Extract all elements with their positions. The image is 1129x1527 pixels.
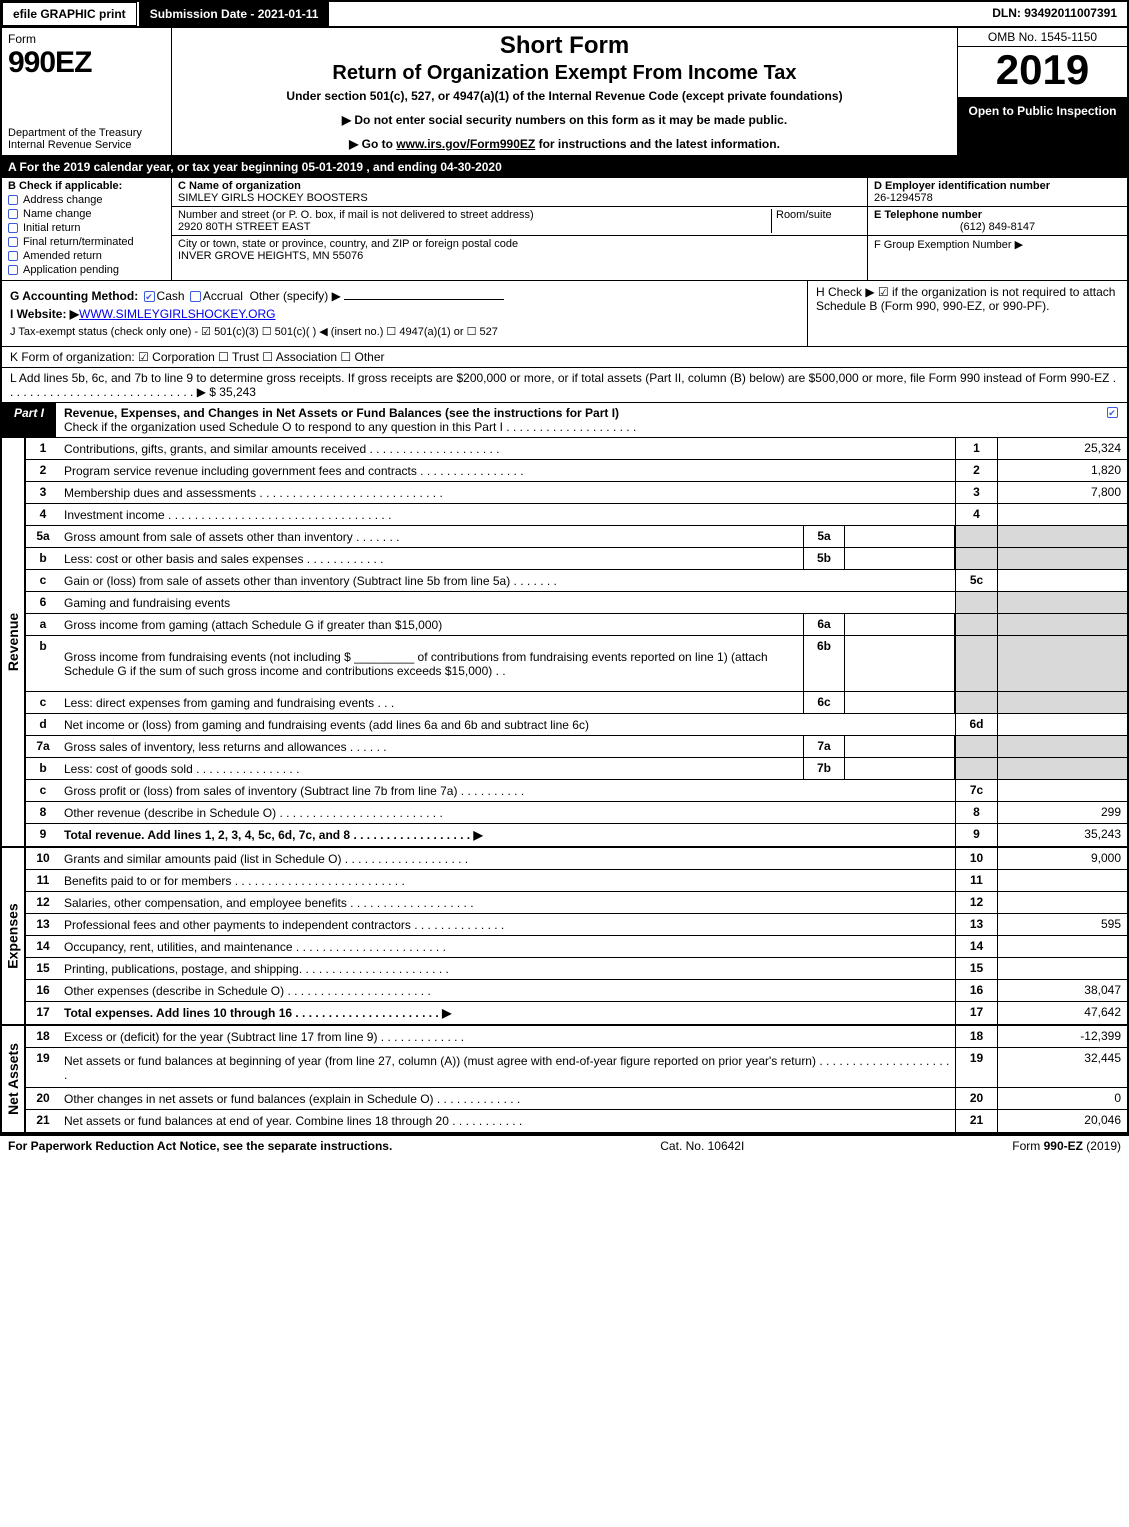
value-line-20: 0	[997, 1088, 1127, 1109]
checkbox-cash[interactable]	[144, 291, 155, 302]
value-line-1: 25,324	[997, 438, 1127, 459]
tax-year-line: A For the 2019 calendar year, or tax yea…	[2, 157, 1127, 178]
revenue-label: Revenue	[5, 613, 21, 671]
value-line-8: 299	[997, 802, 1127, 823]
ein-label: D Employer identification number	[874, 180, 1121, 192]
block-g-to-j: G Accounting Method: Cash Accrual Other …	[2, 281, 1127, 347]
dept-irs: Internal Revenue Service	[8, 139, 165, 151]
checkbox-schedule-o[interactable]	[1107, 407, 1118, 418]
phone-value: (612) 849-8147	[874, 221, 1121, 233]
checkbox-application-pending[interactable]: Application pending	[8, 264, 165, 276]
part-1-title: Revenue, Expenses, and Changes in Net As…	[64, 406, 619, 420]
tax-year: 2019	[958, 47, 1127, 98]
topbar: efile GRAPHIC print Submission Date - 20…	[2, 2, 1127, 28]
city-label: City or town, state or province, country…	[178, 238, 861, 250]
footer-left: For Paperwork Reduction Act Notice, see …	[8, 1139, 392, 1153]
org-name-value: SIMLEY GIRLS HOCKEY BOOSTERS	[178, 192, 861, 204]
value-line-11	[997, 870, 1127, 891]
checkbox-initial-return[interactable]: Initial return	[8, 222, 165, 234]
addr-value: 2920 80TH STREET EAST	[178, 221, 771, 233]
omb-number: OMB No. 1545-1150	[958, 28, 1127, 47]
col-def: D Employer identification number 26-1294…	[867, 178, 1127, 280]
org-name-label: C Name of organization	[178, 180, 861, 192]
footer-form-ref: Form 990-EZ (2019)	[1012, 1139, 1121, 1153]
group-exemption: F Group Exemption Number ▶	[874, 238, 1121, 251]
line-j: J Tax-exempt status (check only one) - ☑…	[10, 325, 799, 338]
value-line-18: -12,399	[997, 1026, 1127, 1047]
value-line-6d	[997, 714, 1127, 735]
col-b-title: B Check if applicable:	[8, 180, 165, 192]
open-inspection: Open to Public Inspection	[958, 98, 1127, 155]
value-line-4	[997, 504, 1127, 525]
line-g: G Accounting Method: Cash Accrual Other …	[10, 289, 799, 303]
room-suite-label: Room/suite	[771, 209, 861, 233]
dept-treasury: Department of the Treasury	[8, 127, 165, 139]
city-value: INVER GROVE HEIGHTS, MN 55076	[178, 250, 861, 262]
value-line-21: 20,046	[997, 1110, 1127, 1132]
form-title-short: Short Form	[180, 32, 949, 60]
value-line-10: 9,000	[997, 848, 1127, 869]
phone-label: E Telephone number	[874, 209, 1121, 221]
line-k: K Form of organization: ☑ Corporation ☐ …	[2, 347, 1127, 368]
value-line-17: 47,642	[997, 1002, 1127, 1024]
col-c: C Name of organization SIMLEY GIRLS HOCK…	[172, 178, 867, 280]
irs-link[interactable]: www.irs.gov/Form990EZ	[396, 137, 535, 151]
instructions-link-line: ▶ Go to www.irs.gov/Form990EZ for instru…	[180, 137, 949, 151]
checkbox-amended-return[interactable]: Amended return	[8, 250, 165, 262]
part-1-header: Part I Revenue, Expenses, and Changes in…	[2, 403, 1127, 438]
form-title-long: Return of Organization Exempt From Incom…	[180, 62, 949, 85]
value-line-12	[997, 892, 1127, 913]
value-line-3: 7,800	[997, 482, 1127, 503]
net-assets-label: Net Assets	[5, 1043, 21, 1115]
page-footer: For Paperwork Reduction Act Notice, see …	[0, 1136, 1129, 1156]
form-990ez: efile GRAPHIC print Submission Date - 20…	[0, 0, 1129, 1136]
col-b: B Check if applicable: Address change Na…	[2, 178, 172, 280]
form-header: Form 990EZ Department of the Treasury In…	[2, 28, 1127, 157]
form-word: Form	[8, 32, 165, 46]
part-1-sub: Check if the organization used Schedule …	[64, 420, 636, 434]
expenses-section: Expenses 10Grants and similar amounts pa…	[2, 848, 1127, 1026]
revenue-section: Revenue 1Contributions, gifts, grants, a…	[2, 438, 1127, 848]
block-a-to-f: B Check if applicable: Address change Na…	[2, 178, 1127, 281]
value-line-9: 35,243	[997, 824, 1127, 846]
value-line-15	[997, 958, 1127, 979]
website-link[interactable]: WWW.SIMLEYGIRLSHOCKEY.ORG	[79, 307, 275, 321]
value-line-14	[997, 936, 1127, 957]
ein-value: 26-1294578	[874, 192, 1121, 204]
form-number: 990EZ	[8, 46, 165, 80]
checkbox-name-change[interactable]: Name change	[8, 208, 165, 220]
value-line-13: 595	[997, 914, 1127, 935]
net-assets-section: Net Assets 18Excess or (deficit) for the…	[2, 1026, 1127, 1134]
checkbox-accrual[interactable]	[190, 291, 201, 302]
efile-print-button[interactable]: efile GRAPHIC print	[2, 2, 137, 26]
checkbox-final-return[interactable]: Final return/terminated	[8, 236, 165, 248]
value-line-7c	[997, 780, 1127, 801]
value-line-16: 38,047	[997, 980, 1127, 1001]
footer-cat-no: Cat. No. 10642I	[392, 1139, 1012, 1153]
value-line-5c	[997, 570, 1127, 591]
line-h: H Check ▶ ☑ if the organization is not r…	[807, 281, 1127, 346]
ssn-warning: ▶ Do not enter social security numbers o…	[180, 113, 949, 127]
value-line-2: 1,820	[997, 460, 1127, 481]
submission-date-button[interactable]: Submission Date - 2021-01-11	[139, 2, 330, 26]
expenses-label: Expenses	[5, 903, 21, 968]
addr-label: Number and street (or P. O. box, if mail…	[178, 209, 771, 221]
line-i: I Website: ▶WWW.SIMLEYGIRLSHOCKEY.ORG	[10, 307, 799, 321]
dln-text: DLN: 93492011007391	[982, 2, 1127, 26]
checkbox-address-change[interactable]: Address change	[8, 194, 165, 206]
part-1-tag: Part I	[2, 403, 56, 437]
line-l: L Add lines 5b, 6c, and 7b to line 9 to …	[2, 368, 1127, 403]
form-subtitle: Under section 501(c), 527, or 4947(a)(1)…	[180, 89, 949, 103]
value-line-19: 32,445	[997, 1048, 1127, 1087]
